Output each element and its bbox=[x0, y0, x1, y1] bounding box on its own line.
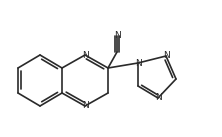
Text: N: N bbox=[82, 51, 88, 59]
Text: N: N bbox=[155, 93, 161, 102]
Text: N: N bbox=[135, 58, 141, 68]
Text: N: N bbox=[114, 32, 120, 41]
Text: N: N bbox=[82, 102, 88, 111]
Text: N: N bbox=[163, 52, 169, 61]
